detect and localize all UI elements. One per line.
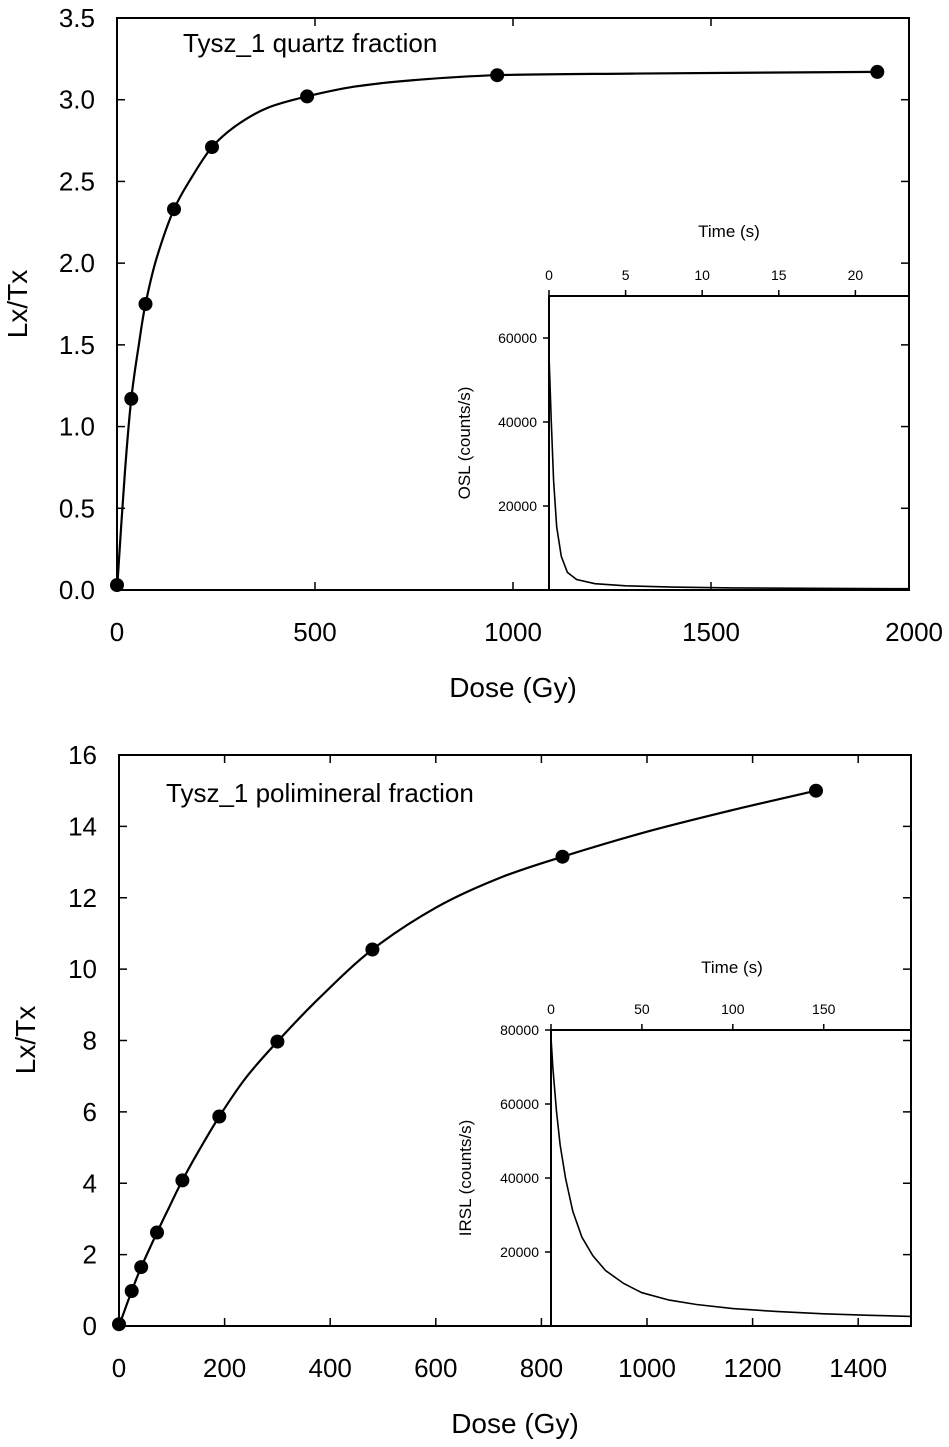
- y-tick-label: 2: [83, 1240, 97, 1270]
- data-point: [134, 1260, 149, 1275]
- y-tick-label: 1.0: [59, 412, 95, 442]
- bottom-inset-y-axis: 20000 40000 60000 80000: [500, 1022, 551, 1260]
- bottom-x-axis: 0 200 400 600 800 1000 1200 1400: [112, 755, 887, 1383]
- x-tick-label: 600: [414, 1353, 457, 1383]
- inset-x-tick-label: 150: [812, 1001, 836, 1017]
- top-data-points: [110, 64, 885, 593]
- top-panel: 0.00.51.01.52.02.53.03.5 0 500 1000 1500 200…: [2, 3, 943, 703]
- top-inset-x-axis-label: Time (s): [698, 222, 760, 241]
- y-tick-label: 16: [68, 740, 97, 770]
- y-tick-label: 2.5: [59, 166, 95, 196]
- inset-x-tick-label: 0: [545, 267, 553, 283]
- data-point: [138, 297, 153, 311]
- top-y-axis: 0.0 0.5 1.0 1.5 2.0 2.5 3.0 3.5: [59, 3, 909, 605]
- inset-y-tick-label: 20000: [498, 498, 537, 514]
- y-tick-label: 0.5: [59, 493, 95, 523]
- inset-x-tick-label: 50: [634, 1001, 650, 1017]
- bottom-inset-frame: [550, 1029, 912, 1327]
- x-tick-label: 400: [309, 1353, 352, 1383]
- data-point: [150, 1225, 164, 1240]
- data-point: [870, 64, 885, 79]
- x-tick-label: 2000: [885, 617, 943, 647]
- y-tick-label: 1.5: [59, 330, 95, 360]
- data-point: [110, 578, 124, 593]
- top-x-axis: 0 500 1000 1500 2000: [110, 18, 943, 647]
- bottom-fit-curve: [117, 789, 817, 1327]
- inset-y-tick-label: 60000: [500, 1096, 539, 1112]
- data-point: [167, 202, 181, 217]
- inset-x-tick-label: 0: [547, 1001, 555, 1017]
- data-point: [205, 140, 219, 155]
- y-tick-label: 0: [83, 1311, 97, 1341]
- data-point: [365, 942, 380, 957]
- inset-y-tick-label: 20000: [500, 1244, 539, 1260]
- bottom-inset-y-axis-label: IRSL (counts/s): [456, 1120, 475, 1237]
- top-inset-frame: [548, 295, 910, 591]
- y-tick-label: 3.0: [59, 85, 95, 115]
- top-inset-y-axis: 20000 40000 60000: [498, 330, 549, 514]
- data-point: [555, 849, 570, 864]
- top-inset-time-axis: 0 5 10 15 20: [545, 267, 863, 296]
- inset-y-tick-label: 80000: [500, 1022, 539, 1038]
- data-point: [300, 89, 315, 104]
- y-tick-label: 0.0: [59, 575, 95, 605]
- y-tick-label: 12: [68, 883, 97, 913]
- y-tick-label: 6: [83, 1097, 97, 1127]
- inset-y-tick-label: 60000: [498, 330, 537, 346]
- bottom-y-axis: 0 2 4 6 8 10 12 14 16: [68, 740, 911, 1341]
- inset-y-tick-label: 40000: [500, 1170, 539, 1186]
- x-tick-label: 800: [520, 1353, 563, 1383]
- inset-x-tick-label: 5: [622, 267, 630, 283]
- bottom-inset-time-axis: 0 50 100 150: [547, 1001, 836, 1030]
- inset-x-tick-label: 10: [694, 267, 710, 283]
- x-tick-label: 1200: [724, 1353, 782, 1383]
- top-inset: 0 5 10 15 20 20000 40000 60000 Time (s) OSL (c…: [455, 222, 910, 591]
- bottom-plot-frame: [118, 754, 912, 1327]
- inset-x-tick-label: 100: [721, 1001, 745, 1017]
- y-tick-label: 8: [83, 1026, 97, 1056]
- y-tick-label: 14: [68, 811, 97, 841]
- x-tick-label: 200: [203, 1353, 246, 1383]
- data-point: [124, 391, 139, 406]
- bottom-inset-x-axis-label: Time (s): [701, 958, 763, 977]
- top-y-axis-label: Lx/Tx: [2, 270, 33, 338]
- top-inset-y-axis-label: OSL (counts/s): [455, 387, 474, 500]
- data-point: [809, 783, 823, 798]
- bottom-x-axis-label: Dose (Gy): [451, 1408, 579, 1439]
- data-point: [270, 1034, 285, 1049]
- data-point: [112, 1317, 126, 1332]
- y-tick-label: 4: [83, 1168, 97, 1198]
- inset-x-tick-label: 20: [848, 267, 864, 283]
- y-tick-label: 10: [68, 954, 97, 984]
- x-tick-label: 500: [293, 617, 336, 647]
- top-fit-curve: [115, 70, 878, 591]
- y-tick-label: 2.0: [59, 248, 95, 278]
- x-tick-label: 1000: [618, 1353, 676, 1383]
- inset-y-tick-label: 40000: [498, 414, 537, 430]
- data-point: [175, 1173, 190, 1188]
- top-panel-annotation: Tysz_1 quartz fraction: [183, 28, 437, 58]
- x-tick-label: 1000: [484, 617, 542, 647]
- y-tick-label: 3.5: [59, 3, 95, 33]
- data-point: [490, 68, 505, 83]
- data-point: [212, 1109, 227, 1124]
- bottom-panel-annotation: Tysz_1 polimineral fraction: [166, 778, 474, 808]
- bottom-y-axis-label: Lx/Tx: [10, 1006, 41, 1074]
- x-tick-label: 1500: [682, 617, 740, 647]
- x-tick-label: 0: [112, 1353, 126, 1383]
- inset-x-tick-label: 15: [771, 267, 787, 283]
- bottom-inset-irsl-decay-curve: [550, 1037, 912, 1318]
- top-x-axis-label: Dose (Gy): [449, 672, 577, 703]
- data-point: [124, 1284, 139, 1298]
- x-tick-label: 0: [110, 617, 124, 647]
- x-tick-label: 1400: [829, 1353, 887, 1383]
- top-inset-osl-decay-curve: [548, 354, 910, 590]
- bottom-data-points: [112, 783, 823, 1332]
